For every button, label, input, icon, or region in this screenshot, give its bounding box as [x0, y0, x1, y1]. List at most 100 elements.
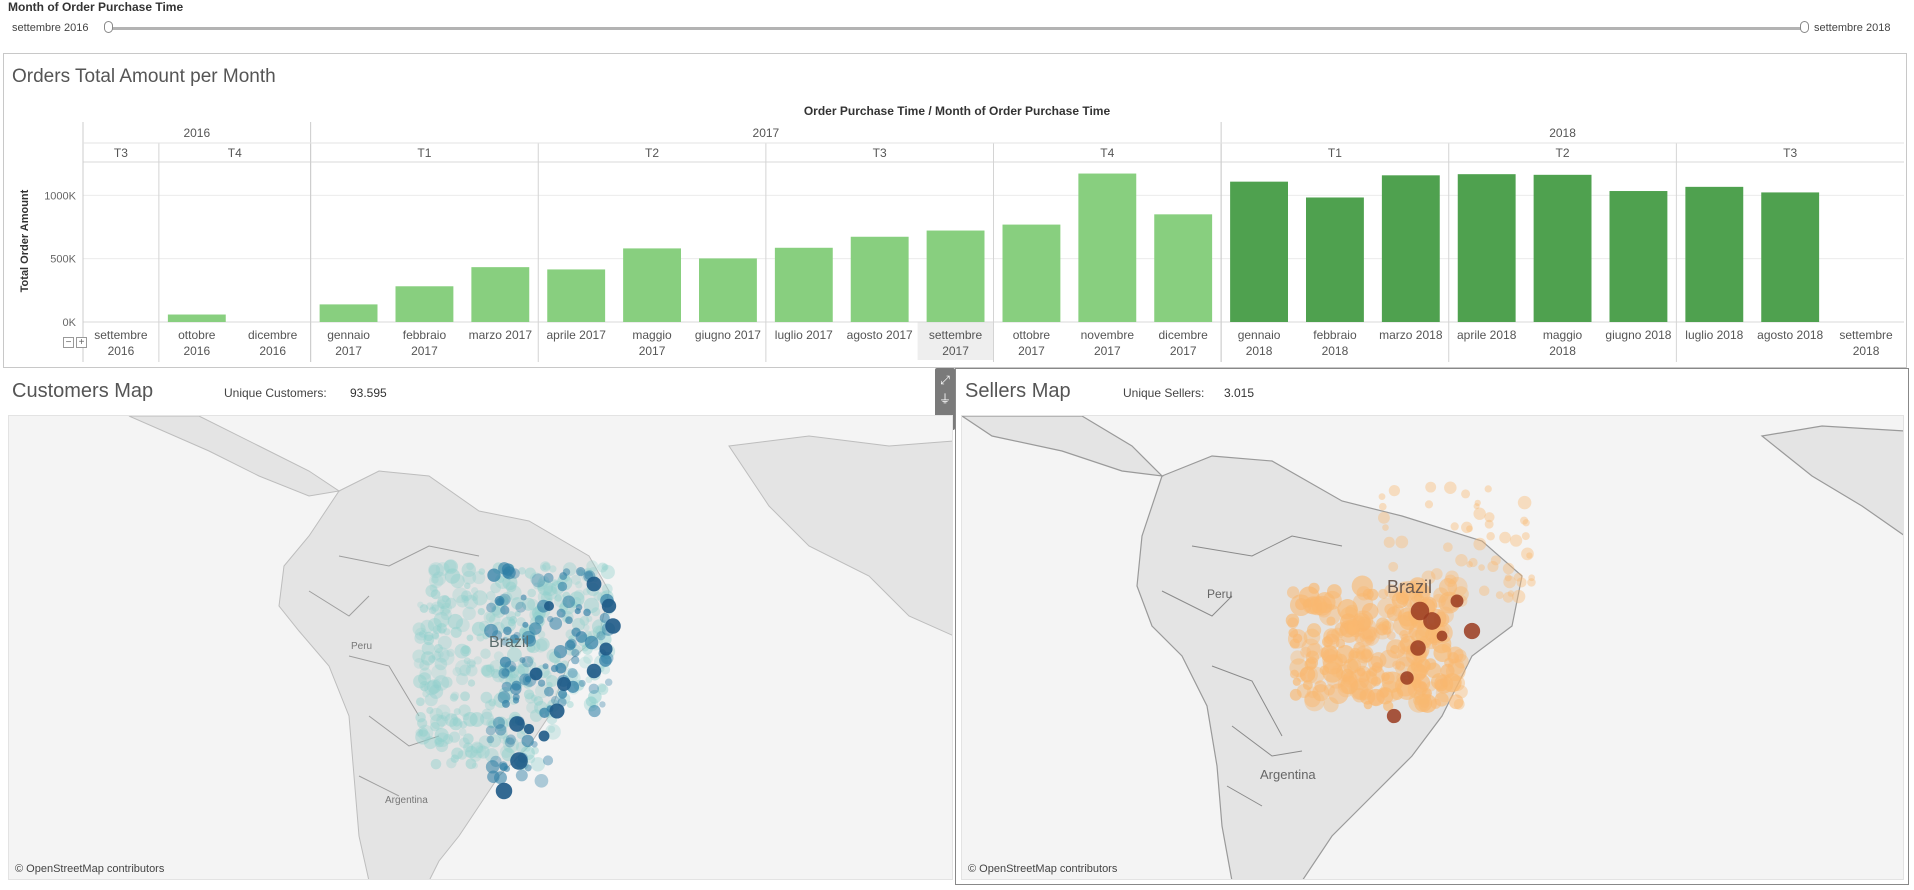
customer-point — [461, 590, 472, 602]
seller-point — [1486, 532, 1495, 541]
customer-point — [413, 658, 425, 669]
seller-point — [1303, 679, 1314, 690]
seller-point — [1463, 622, 1481, 640]
customer-point — [480, 648, 491, 659]
customer-point — [423, 634, 435, 646]
customers-map-canvas[interactable]: Peru Argentina Brazil — [9, 416, 953, 880]
seller-point — [1423, 612, 1441, 630]
seller-point — [1378, 493, 1386, 501]
customer-point — [531, 746, 539, 755]
x-tick-label: settembre — [929, 328, 983, 342]
country-borders — [1161, 535, 1343, 807]
customers-map[interactable]: Peru Argentina Brazil © OpenStreetMap co… — [8, 415, 953, 880]
sellers-map-canvas[interactable]: Peru Argentina Brazil — [962, 416, 1904, 880]
customer-point — [507, 666, 520, 679]
x-tick-label: novembre — [1081, 328, 1135, 342]
customer-point — [428, 562, 444, 579]
customer-point — [600, 565, 615, 580]
customer-point — [459, 720, 468, 729]
seller-point — [1359, 625, 1380, 647]
customer-point — [494, 595, 505, 606]
customer-point — [456, 594, 469, 608]
seller-point — [1290, 650, 1305, 665]
customer-point — [583, 654, 593, 664]
seller-point — [1409, 580, 1421, 593]
customer-point — [414, 627, 428, 641]
customer-point — [528, 622, 542, 635]
customer-point — [537, 590, 551, 604]
map-label-argentina: Argentina — [385, 795, 428, 806]
seller-point — [1461, 489, 1471, 499]
seller-point — [1289, 638, 1300, 649]
customer-point — [472, 571, 486, 585]
customer-point — [428, 684, 444, 699]
customer-point — [460, 691, 470, 702]
x-tick-label: 2018 — [1853, 344, 1880, 358]
seller-point — [1389, 589, 1401, 602]
customer-point — [421, 642, 435, 655]
seller-point — [1382, 524, 1389, 531]
customer-point — [433, 643, 443, 654]
seller-point — [1410, 601, 1430, 621]
seller-point — [1421, 570, 1436, 585]
seller-point — [1495, 591, 1504, 600]
customer-point — [431, 571, 447, 586]
sellers-map[interactable]: Peru Argentina Brazil © OpenStreetMap co… — [961, 415, 1904, 880]
customers-map-title: Customers Map — [12, 380, 154, 402]
seller-point — [1418, 694, 1437, 713]
customer-point — [420, 619, 435, 634]
customer-point — [450, 713, 458, 721]
y-tick-label: 0K — [63, 317, 77, 329]
map-label-argentina: Argentina — [1260, 767, 1316, 782]
seller-point — [1292, 677, 1301, 686]
x-tick-label: agosto 2018 — [1757, 328, 1823, 342]
seller-point — [1521, 547, 1534, 561]
bar — [1306, 197, 1364, 322]
bar — [850, 236, 909, 322]
customer-point — [599, 612, 610, 624]
bar — [1609, 191, 1668, 322]
customer-point — [463, 742, 474, 753]
seller-point — [1425, 662, 1442, 678]
slider-handle-end[interactable] — [1800, 21, 1809, 33]
seller-point — [1436, 630, 1448, 642]
customer-point — [432, 679, 442, 689]
axis-collapse-controls[interactable]: − + — [63, 337, 87, 348]
customer-point — [597, 562, 608, 573]
customer-point — [544, 686, 554, 697]
customer-point — [601, 563, 609, 571]
customer-point — [445, 597, 457, 609]
customer-point — [446, 648, 455, 657]
customer-point — [481, 664, 495, 678]
customer-point — [504, 737, 515, 748]
popout-icon[interactable]: ⤢ — [940, 373, 950, 388]
slider-handle-start[interactable] — [104, 21, 113, 33]
customer-point — [418, 630, 427, 638]
customer-point — [471, 621, 487, 637]
customer-point — [427, 617, 442, 632]
sellers-map-attribution[interactable]: © OpenStreetMap contributors — [968, 863, 1118, 875]
customer-point — [462, 606, 476, 621]
customer-point — [526, 754, 536, 764]
seller-point — [1431, 593, 1446, 608]
customer-point — [430, 758, 442, 770]
seller-point — [1528, 574, 1536, 582]
customer-point — [467, 679, 476, 687]
seller-point — [1473, 503, 1480, 510]
expand-icon[interactable]: + — [76, 337, 87, 348]
collapse-icon[interactable]: − — [63, 337, 74, 348]
x-tick-label: settembre — [94, 328, 148, 342]
filter-icon[interactable]: ⏚ — [938, 391, 951, 406]
slider-min-label: settembre 2016 — [12, 22, 89, 34]
month-range-slider[interactable] — [108, 27, 1804, 30]
customer-point — [531, 573, 546, 588]
customer-point — [490, 605, 501, 616]
customer-point — [441, 595, 450, 603]
seller-point — [1466, 525, 1473, 533]
unique-customers-value: 93.595 — [350, 386, 387, 400]
customers-map-attribution[interactable]: © OpenStreetMap contributors — [15, 863, 165, 875]
customer-point — [570, 574, 582, 585]
x-tick-label: maggio — [632, 328, 672, 342]
customer-point — [485, 612, 496, 623]
chart-title: Orders Total Amount per Month — [12, 66, 276, 87]
